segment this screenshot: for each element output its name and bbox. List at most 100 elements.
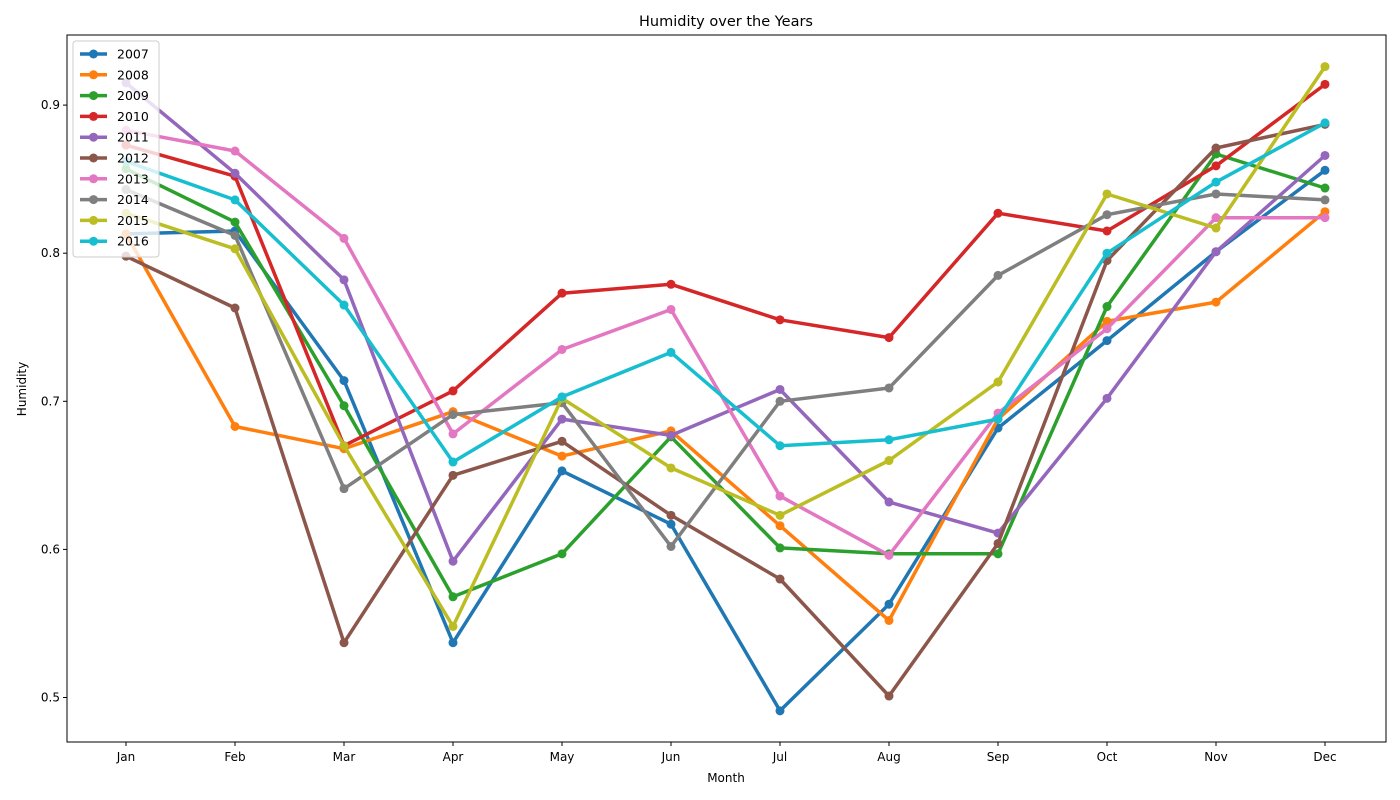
data-point [339, 300, 349, 310]
data-point [339, 233, 349, 243]
x-tick-label: Dec [1313, 750, 1336, 764]
x-tick-label: Nov [1204, 750, 1227, 764]
data-point [557, 451, 567, 461]
data-point [448, 386, 458, 396]
data-point [448, 470, 458, 480]
data-point [884, 497, 894, 507]
data-point [557, 549, 567, 559]
legend-label: 2016 [117, 234, 149, 249]
legend-item: 2014 [80, 192, 149, 207]
legend-item: 2015 [80, 213, 149, 228]
data-point [884, 599, 894, 609]
data-point [1211, 161, 1221, 171]
data-point [775, 396, 785, 406]
legend: 2007 2008 2009 2010 2011 2012 2013 2014 2015 2016 [72, 40, 160, 258]
data-point [230, 230, 240, 240]
x-tick-label: Sep [987, 750, 1010, 764]
x-tick-label: May [550, 750, 575, 764]
legend-marker [89, 195, 98, 205]
data-point [557, 414, 567, 424]
legend-label: 2011 [117, 130, 149, 145]
data-point [775, 441, 785, 451]
legend-marker [89, 91, 98, 101]
data-point [1102, 336, 1112, 346]
data-point [1211, 297, 1221, 307]
data-point [1320, 195, 1330, 205]
data-point [339, 441, 349, 451]
data-point [666, 541, 676, 551]
data-point [666, 347, 676, 357]
data-point [884, 456, 894, 466]
data-point [1102, 324, 1112, 334]
legend-item: 2012 [80, 151, 149, 166]
data-point [884, 615, 894, 625]
data-point [448, 556, 458, 566]
x-tick-label: Apr [443, 750, 464, 764]
legend-marker [89, 70, 98, 80]
data-point [993, 377, 1003, 387]
x-tick-label: Jul [772, 750, 787, 764]
legend-item: 2009 [80, 88, 149, 103]
legend-label: 2008 [117, 67, 149, 82]
legend-label: 2009 [117, 88, 149, 103]
x-tick-label: Feb [224, 750, 245, 764]
data-point [666, 304, 676, 314]
y-tick-label: 0.6 [41, 542, 60, 556]
legend-marker [89, 111, 98, 121]
legend-label: 2013 [117, 171, 149, 186]
series-2013 [121, 125, 1330, 560]
legend-marker [89, 132, 98, 142]
data-point [230, 195, 240, 205]
data-point [230, 146, 240, 156]
data-point [230, 217, 240, 227]
data-point [1211, 247, 1221, 257]
y-tick-label: 0.5 [41, 691, 60, 705]
legend-label: 2015 [117, 213, 149, 228]
series-2010 [121, 79, 1330, 451]
data-point [557, 344, 567, 354]
data-point [884, 550, 894, 560]
series-layer [121, 62, 1330, 716]
data-point [448, 621, 458, 631]
series-2016 [121, 118, 1330, 467]
legend-label: 2014 [117, 192, 149, 207]
data-point [1102, 210, 1112, 220]
legend-marker [89, 236, 98, 246]
data-point [1102, 316, 1112, 326]
data-point [775, 510, 785, 520]
data-point [557, 436, 567, 446]
plot-area [66, 34, 1387, 743]
data-point [1320, 183, 1330, 193]
legend-item: 2007 [80, 47, 149, 62]
data-point [1102, 226, 1112, 236]
legend-marker [89, 215, 98, 225]
legend-label: 2010 [117, 109, 149, 124]
plot-frame [66, 34, 1387, 743]
data-point [1320, 62, 1330, 72]
series-line [124, 128, 1327, 558]
data-point [775, 543, 785, 553]
data-point [448, 429, 458, 439]
data-point [448, 457, 458, 467]
data-point [775, 574, 785, 584]
legend-label: 2012 [117, 151, 149, 166]
data-point [339, 401, 349, 411]
legend-label: 2007 [117, 47, 149, 62]
x-tick-label: Oct [1097, 750, 1118, 764]
data-point [339, 638, 349, 648]
data-point [884, 383, 894, 393]
data-point [448, 410, 458, 420]
data-point [1211, 213, 1221, 223]
data-point [1102, 393, 1112, 403]
chart-title: Humidity over the Years [639, 14, 813, 30]
data-point [1102, 189, 1112, 199]
data-point [1102, 302, 1112, 312]
data-point [1320, 165, 1330, 175]
data-point [1211, 223, 1221, 233]
data-point [557, 466, 567, 476]
x-tick-label: Jan [116, 750, 136, 764]
data-point [448, 592, 458, 602]
x-axis-title: Month [707, 771, 745, 785]
data-point [775, 491, 785, 501]
